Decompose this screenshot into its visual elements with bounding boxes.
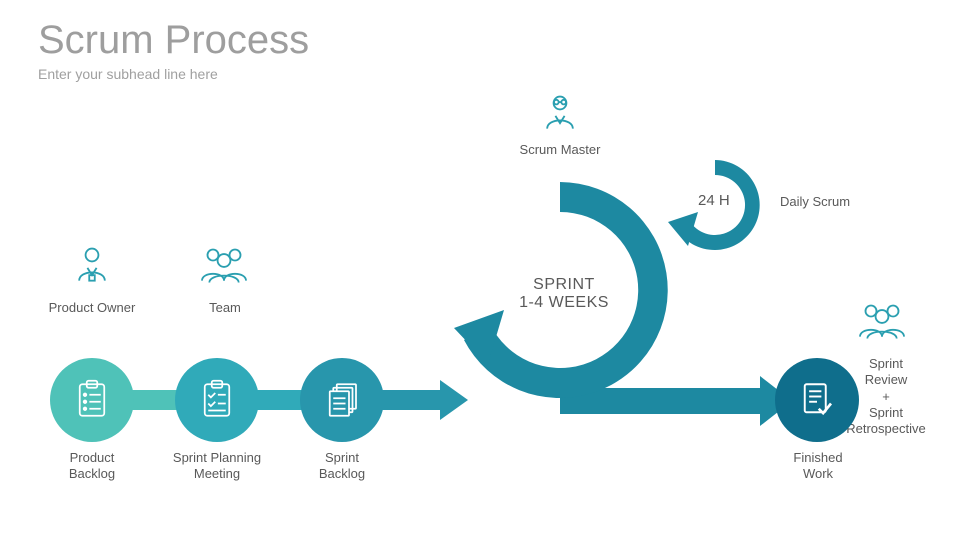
sprint-line2: 1-4 WEEKS: [494, 294, 634, 312]
sprint-backlog-label: Sprint Backlog: [290, 450, 394, 483]
sprint-label: SPRINT 1-4 WEEKS: [494, 276, 634, 312]
sprint-backlog-circle: [300, 358, 384, 442]
product-backlog-circle: [50, 358, 134, 442]
h24-label: 24 H: [698, 192, 730, 209]
daily-scrum-label: Daily Scrum: [780, 194, 850, 209]
sprint-planning-circle: [175, 358, 259, 442]
sprint-line1: SPRINT: [494, 276, 634, 294]
sprint-planning-label: Sprint Planning Meeting: [160, 450, 274, 483]
finished-work-circle: [775, 358, 859, 442]
finished-work-label: Finished Work: [766, 450, 870, 483]
product-backlog-label: Product Backlog: [40, 450, 144, 483]
